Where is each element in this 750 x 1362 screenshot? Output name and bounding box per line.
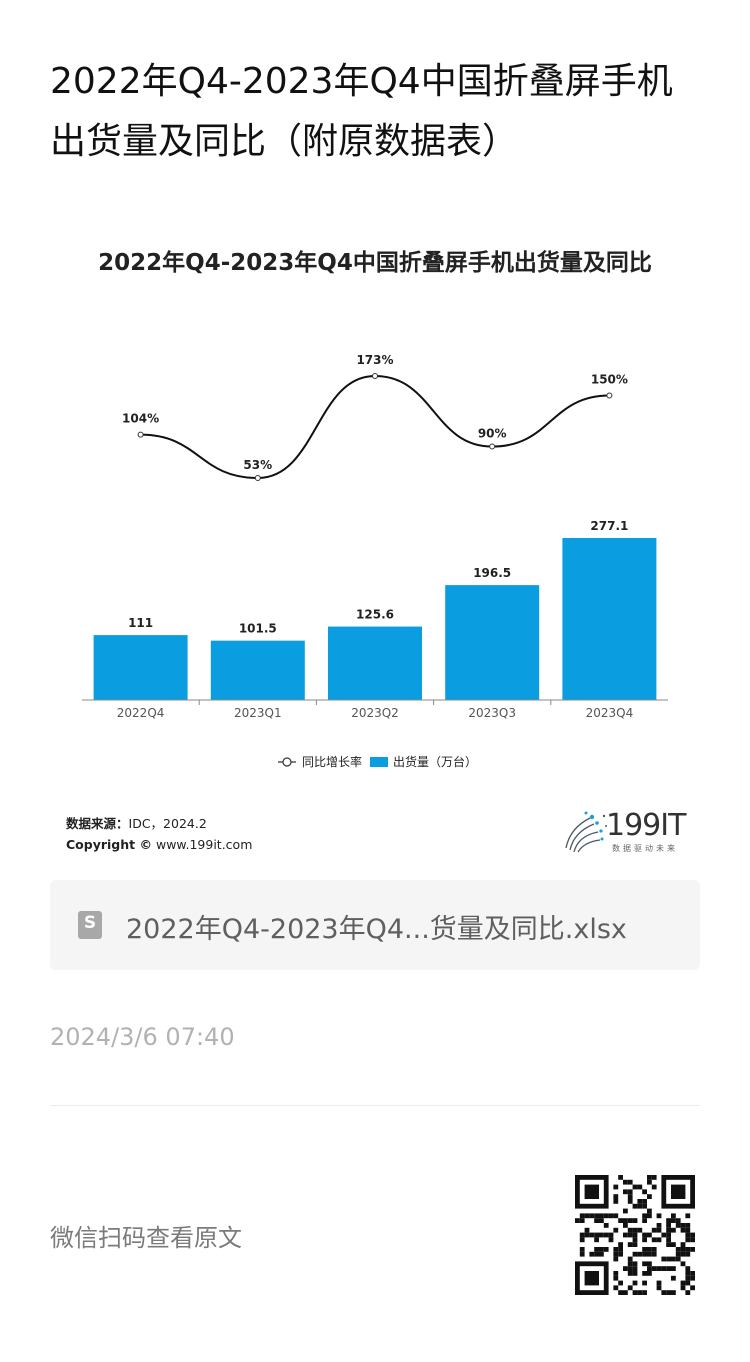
bar-2023Q3 <box>445 585 540 700</box>
brand-logo: 199IT 数据驱动未来 <box>560 808 690 856</box>
legend: 同比增长率 出货量（万台） <box>278 754 477 769</box>
bar-layer: 111 101.5 125.6 196.5 277.1 <box>93 519 657 700</box>
qr-code-icon[interactable] <box>575 1175 695 1295</box>
x-tick-2023Q1: 2023Q1 <box>234 706 282 720</box>
logo-dots-icon <box>565 811 607 853</box>
legend-circle-icon <box>282 757 292 767</box>
bar-label-2023Q4: 277.1 <box>590 519 628 533</box>
attachment-card[interactable]: S 2022年Q4-2023年Q4...货量及同比.xlsx <box>50 880 700 970</box>
source-value: IDC，2024.2 <box>128 816 207 831</box>
growth-label-2023Q3: 90% <box>478 427 507 441</box>
growth-point-2023Q2 <box>372 373 378 379</box>
qr-prompt: 微信扫码查看原文 <box>50 1224 242 1252</box>
x-tick-2023Q4: 2023Q4 <box>586 706 634 720</box>
growth-point-2023Q1 <box>254 475 261 481</box>
growth-rate-line <box>140 374 610 480</box>
x-tick-2023Q3: 2023Q3 <box>468 706 516 720</box>
growth-label-2022Q4: 104% <box>122 412 159 426</box>
legend-growth-label: 同比增长率 <box>302 754 362 769</box>
logo-text: 199IT <box>606 808 686 843</box>
file-icon-letter: S <box>83 913 97 933</box>
bar-2023Q1 <box>210 640 305 700</box>
x-tick-2022Q4: 2022Q4 <box>117 706 165 720</box>
bar-label-2023Q1: 101.5 <box>239 622 277 636</box>
bar-label-2023Q2: 125.6 <box>356 608 394 622</box>
growth-point-2023Q3 <box>489 443 496 450</box>
growth-point-2022Q4 <box>137 431 144 438</box>
growth-label-2023Q1: 53% <box>243 458 272 472</box>
bar-2023Q4 <box>562 538 657 700</box>
growth-line-layer: 104% 53% 173% 90% 150% <box>122 353 628 481</box>
growth-point-2023Q4 <box>606 392 613 399</box>
legend-bar-swatch <box>370 757 388 767</box>
source-label: 数据来源： <box>66 816 129 831</box>
growth-label-2023Q2: 173% <box>356 353 393 367</box>
growth-label-2023Q4: 150% <box>591 373 628 387</box>
bar-2023Q2 <box>328 626 422 700</box>
publish-timestamp: 2024/3/6 07:40 <box>50 1023 235 1051</box>
spreadsheet-file-icon: S <box>78 911 102 939</box>
bar-label-2022Q4: 111 <box>128 616 153 630</box>
legend-shipment-label: 出货量（万台） <box>393 754 477 769</box>
copyright-site: www.199it.com <box>155 837 253 852</box>
bar-label-2023Q3: 196.5 <box>473 566 511 580</box>
copyright-label: Copyright © <box>66 837 152 852</box>
x-tick-2023Q2: 2023Q2 <box>351 706 399 720</box>
divider <box>50 1105 700 1106</box>
logo-subtitle: 数据驱动未来 <box>612 844 678 853</box>
article-title: 2022年Q4-2023年Q4中国折叠屏手机出货量及同比（附原数据表） <box>50 61 673 162</box>
x-tick-layer: 2022Q4 2023Q1 2023Q2 2023Q3 2023Q4 <box>117 700 633 720</box>
chart-figure: 2022年Q4-2023年Q4中国折叠屏手机出货量及同比 104% 53% 173%… <box>50 225 700 870</box>
attachment-file-name[interactable]: 2022年Q4-2023年Q4...货量及同比.xlsx <box>126 914 627 945</box>
source-block: 数据来源：IDC，2024.2 Copyright © www.199it.co… <box>66 813 252 855</box>
chart-canvas: 104% 53% 173% 90% 150% 111 101.5 125.6 196.5 277… <box>82 353 668 769</box>
chart-title: 2022年Q4-2023年Q4中国折叠屏手机出货量及同比 <box>98 250 652 276</box>
bar-2022Q4 <box>93 635 188 700</box>
